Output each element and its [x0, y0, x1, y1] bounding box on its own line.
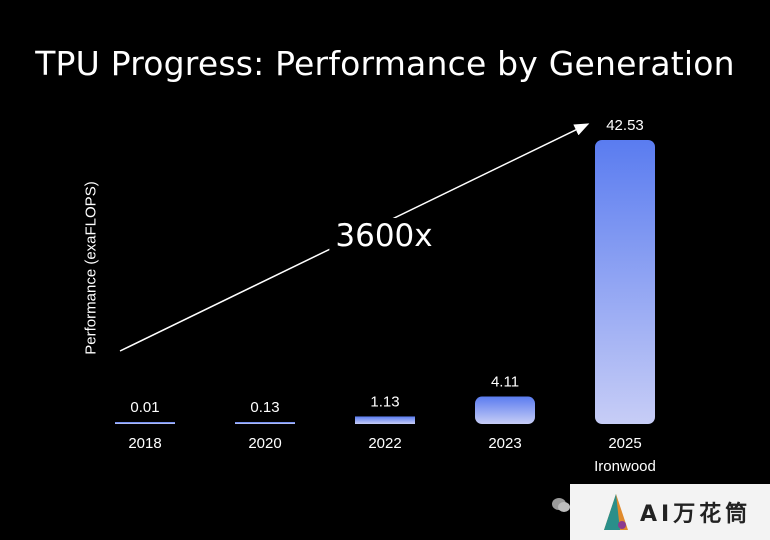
value-label-2018: 0.01 [130, 399, 159, 416]
category-label-2022: 2022 [368, 435, 401, 452]
value-label-2025: 42.53 [606, 117, 644, 134]
value-label-2020: 0.13 [250, 399, 279, 416]
growth-annotation: 3600x [329, 218, 439, 254]
wechat-icon [552, 498, 570, 512]
value-label-2022: 1.13 [370, 393, 399, 410]
chart-title: TPU Progress: Performance by Generation [35, 44, 735, 83]
watermark-logo-icon [604, 494, 628, 530]
category-label-2020: 2020 [248, 435, 281, 452]
bar-2025 [595, 140, 655, 424]
value-label-2023: 4.11 [491, 374, 519, 391]
category-label-2018: 2018 [128, 435, 161, 452]
category-label-2023: 2023 [488, 435, 521, 452]
bar-2023 [475, 396, 535, 424]
watermark-text: AI万花筒 [640, 502, 752, 527]
category-sublabel-2025: Ironwood [594, 458, 656, 475]
bar-2022 [355, 416, 415, 424]
category-label-2025: 2025 [608, 435, 641, 452]
watermark: AI万花筒 [570, 484, 770, 540]
bar-2018 [115, 422, 175, 424]
bar-2020 [235, 422, 295, 424]
